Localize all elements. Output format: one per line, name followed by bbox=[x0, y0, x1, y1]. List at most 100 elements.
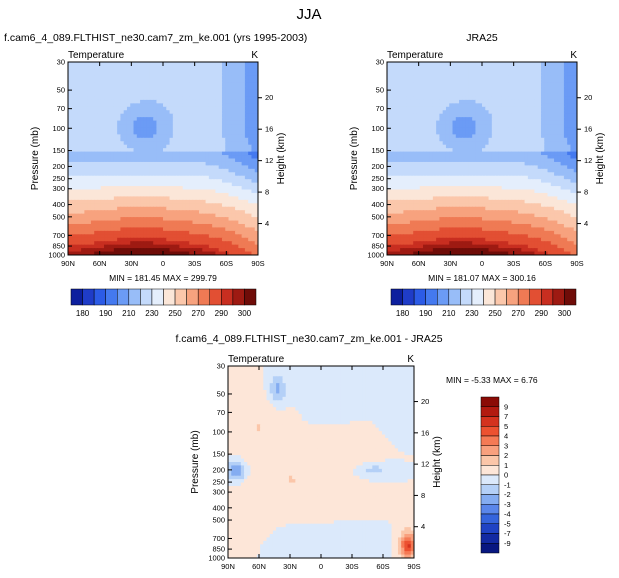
field-cell bbox=[130, 93, 135, 98]
field-cell bbox=[251, 130, 256, 135]
field-cell bbox=[71, 161, 76, 166]
field-cell bbox=[133, 175, 138, 180]
field-cell bbox=[195, 227, 200, 232]
field-cell bbox=[97, 141, 102, 146]
field-cell bbox=[169, 117, 174, 122]
field-cell bbox=[172, 189, 177, 194]
field-cell bbox=[511, 120, 516, 125]
field-cell bbox=[205, 237, 210, 242]
field-cell bbox=[390, 103, 395, 108]
field-cell bbox=[429, 82, 434, 87]
field-cell bbox=[228, 79, 233, 84]
field-cell bbox=[540, 155, 545, 160]
field-cell bbox=[97, 137, 102, 142]
field-cell bbox=[244, 213, 249, 218]
field-cell bbox=[439, 148, 444, 153]
field-cell bbox=[488, 144, 493, 149]
field-cell bbox=[143, 75, 148, 80]
field-cell bbox=[557, 141, 562, 146]
field-cell bbox=[501, 65, 506, 70]
field-cell bbox=[192, 199, 197, 204]
field-cell bbox=[81, 62, 85, 67]
field-cell bbox=[195, 113, 200, 118]
field-cell bbox=[557, 93, 562, 98]
field-cell bbox=[136, 168, 141, 173]
field-cell bbox=[498, 99, 503, 104]
subtitle-right: K bbox=[570, 50, 577, 61]
field-cell bbox=[71, 227, 76, 232]
field-cell bbox=[126, 134, 131, 139]
field-cell bbox=[130, 65, 135, 70]
field-cell bbox=[169, 93, 174, 98]
y-right-tick-label: 16 bbox=[265, 125, 273, 134]
field-cell bbox=[199, 158, 203, 163]
field-cell bbox=[126, 127, 131, 132]
field-cell bbox=[208, 206, 213, 211]
field-cell bbox=[87, 79, 92, 84]
field-cell bbox=[514, 79, 519, 84]
field-cell bbox=[560, 79, 565, 84]
field-cell bbox=[244, 196, 249, 201]
field-cell bbox=[84, 130, 89, 135]
field-cell bbox=[393, 127, 398, 132]
field-cell bbox=[406, 124, 411, 129]
field-cell bbox=[126, 192, 131, 198]
field-cell bbox=[133, 241, 138, 246]
field-cell bbox=[475, 151, 480, 156]
field-cell bbox=[567, 62, 572, 67]
field-cell bbox=[133, 251, 138, 255]
field-cell bbox=[218, 110, 223, 115]
field-cell bbox=[218, 86, 223, 91]
field-cell bbox=[238, 65, 243, 70]
field-cell bbox=[202, 168, 207, 173]
field-cell bbox=[74, 68, 79, 73]
field-cell bbox=[429, 79, 434, 84]
field-cell bbox=[90, 230, 95, 235]
field-cell bbox=[202, 165, 207, 170]
field-cell bbox=[409, 120, 414, 125]
field-cell bbox=[221, 113, 226, 118]
y-tick-label: 50 bbox=[57, 86, 65, 95]
field-cell bbox=[442, 110, 447, 115]
field-cell bbox=[254, 175, 258, 180]
field-cell bbox=[511, 124, 516, 129]
field-cell bbox=[475, 120, 480, 125]
field-cell bbox=[84, 137, 89, 142]
field-cell bbox=[130, 96, 135, 101]
field-cell bbox=[136, 189, 141, 194]
field-cell bbox=[508, 141, 513, 146]
field-cell bbox=[176, 251, 180, 255]
field-cell bbox=[221, 217, 226, 222]
field-cell bbox=[416, 137, 421, 142]
field-cell bbox=[455, 89, 460, 94]
field-cell bbox=[84, 175, 89, 180]
field-cell bbox=[205, 141, 210, 146]
field-cell bbox=[498, 148, 503, 153]
field-cell bbox=[254, 148, 258, 153]
field-cell bbox=[104, 103, 108, 108]
field-cell bbox=[113, 227, 118, 232]
field-cell bbox=[488, 106, 493, 111]
field-cell bbox=[235, 130, 239, 135]
field-cell bbox=[97, 158, 102, 163]
field-cell bbox=[498, 155, 503, 160]
field-cell bbox=[110, 130, 115, 135]
field-cell bbox=[241, 93, 246, 98]
field-cell bbox=[231, 106, 236, 111]
field-cell bbox=[478, 151, 483, 156]
field-cell bbox=[452, 137, 457, 142]
field-cell bbox=[113, 196, 118, 201]
field-cell bbox=[514, 62, 519, 67]
field-cell bbox=[199, 127, 203, 132]
field-cell bbox=[563, 124, 568, 129]
field-cell bbox=[527, 82, 532, 87]
field-cell bbox=[74, 196, 79, 201]
field-cell bbox=[185, 86, 190, 91]
colorbar-swatch bbox=[232, 288, 245, 306]
field-cell bbox=[254, 210, 258, 215]
field-cell bbox=[100, 62, 105, 67]
field-cell bbox=[169, 151, 174, 156]
field-cell bbox=[468, 151, 473, 156]
field-cell bbox=[514, 75, 519, 80]
field-cell bbox=[153, 124, 158, 129]
